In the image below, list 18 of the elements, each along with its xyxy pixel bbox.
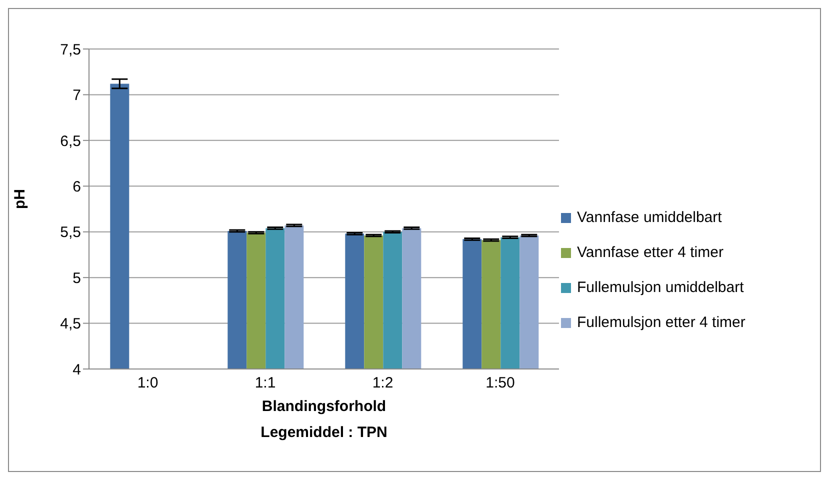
x-tick-label: 1:50: [486, 374, 515, 392]
y-tick-label: 7: [72, 87, 81, 104]
y-tick-label: 6: [72, 178, 81, 196]
y-tick-label: 4: [72, 361, 81, 378]
legend-label: Fullemulsjon umiddelbart: [577, 279, 744, 296]
x-tick-label: 1:2: [372, 374, 394, 392]
y-tick-label: 6,5: [60, 132, 81, 150]
y-tick-label: 5,5: [60, 224, 81, 242]
y-tick-label: 4,5: [60, 316, 81, 333]
x-tick-label: 1:1: [254, 374, 276, 392]
x-tick-label: 1:0: [137, 374, 158, 392]
y-tick-label: 5: [72, 270, 81, 287]
y-axis-title: pH: [11, 189, 28, 209]
y-tick-label: 7,5: [60, 41, 81, 58]
legend-label: Fullemulsjon etter 4 timer: [577, 314, 746, 331]
legend-label: Vannfase umiddelbart: [577, 209, 722, 226]
legend-label: Vannfase etter 4 timer: [577, 244, 724, 261]
x-axis-title: Blandingsforhold Legemiddel : TPN: [260, 398, 388, 441]
